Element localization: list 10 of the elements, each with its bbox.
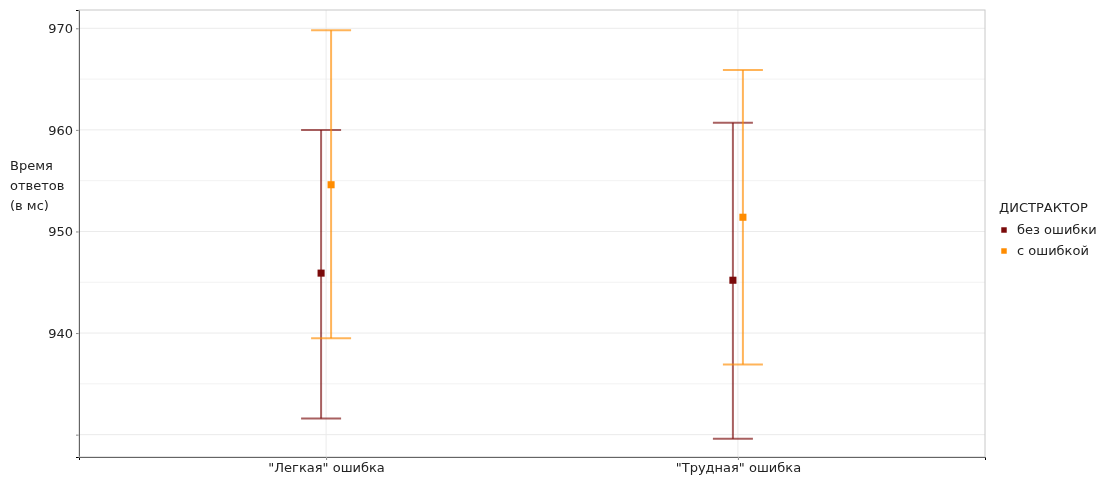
y-tick-label: 960: [48, 122, 73, 138]
y-tick-label: 970: [48, 20, 73, 36]
y-axis-title: Время ответов (в мс): [10, 158, 65, 213]
x-tick-label: "Легкая" ошибка: [268, 460, 385, 476]
legend-title: ДИСТРАКТОР: [999, 200, 1089, 215]
y-tick-label: 940: [48, 325, 73, 341]
y-tick-label: 950: [48, 224, 73, 240]
x-tick-label: "Трудная" ошибка: [675, 460, 802, 476]
legend-label: с ошибкой: [1017, 243, 1089, 258]
legend-label: без ошибки: [1017, 222, 1097, 237]
